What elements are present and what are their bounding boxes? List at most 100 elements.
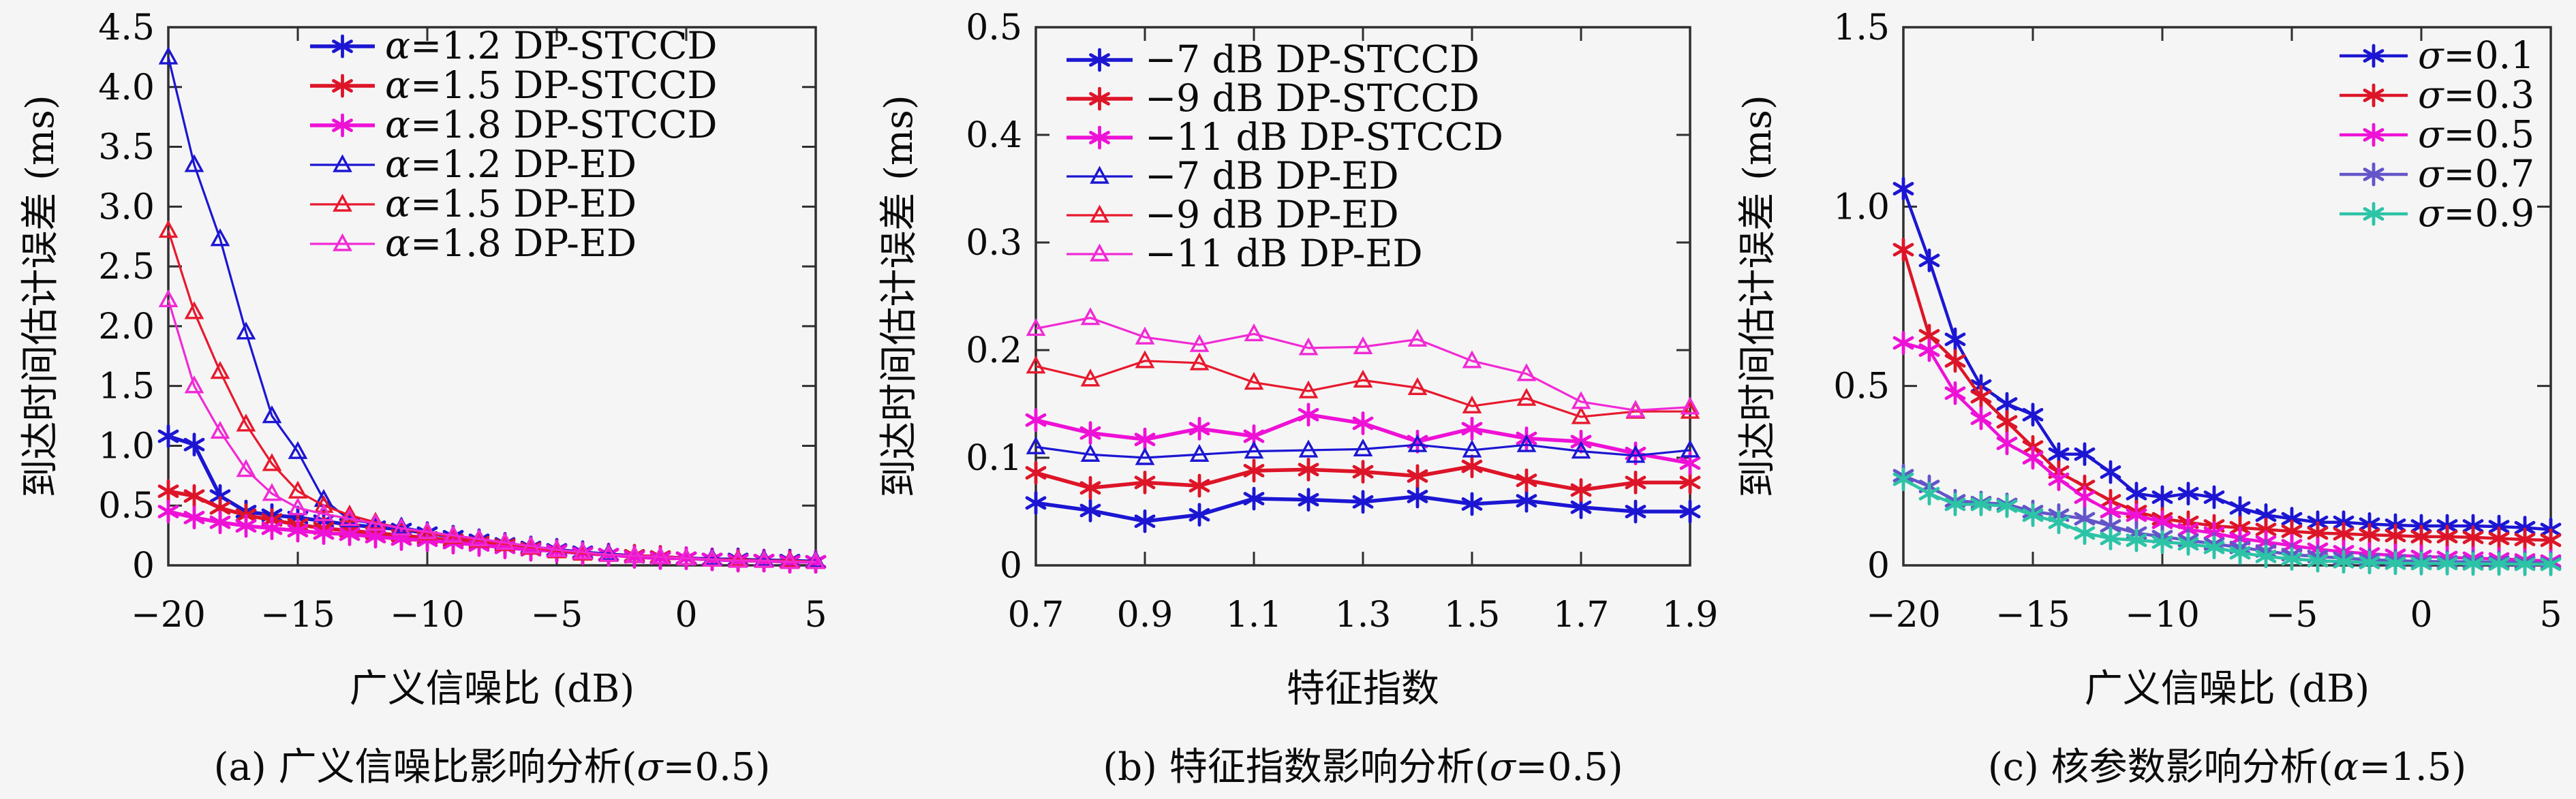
asterisk-marker (2151, 485, 2173, 510)
asterisk-marker (2022, 503, 2044, 527)
asterisk-marker (1944, 349, 1966, 373)
series-−7 dB DP-STCCD (1025, 484, 1701, 533)
asterisk-marker (1089, 48, 1110, 72)
triangle-marker (1571, 406, 1591, 424)
asterisk-marker (1970, 406, 1992, 430)
triangle-marker (158, 219, 179, 238)
legend-label: σ=0.9 (2418, 191, 2534, 235)
x-tick-label: −10 (390, 595, 465, 636)
series-−7 dB DP-ED (1026, 434, 1700, 465)
asterisk-marker (1918, 248, 1940, 272)
legend-label: α=1.5 DP-ED (385, 182, 637, 225)
triangle-marker (650, 546, 671, 565)
x-tick-label: −20 (131, 595, 206, 636)
asterisk-marker (2203, 485, 2225, 510)
triangle-marker (391, 518, 412, 536)
asterisk-marker (1298, 488, 1319, 512)
triangle-marker (1353, 369, 1373, 388)
series-line (1035, 443, 1691, 459)
asterisk-marker (1189, 416, 1210, 441)
asterisk-marker (1025, 490, 1047, 515)
y-tick-label: 0.5 (1833, 366, 1890, 407)
asterisk-marker (157, 424, 179, 448)
tick-labels: 0.7 0.9 1.1 1.3 1.5 1.7 1.9 0 0.1 0.2 0.3 0.4 0.5 (966, 7, 1718, 636)
asterisk-marker (2022, 403, 2044, 427)
triangle-marker (1625, 445, 1646, 463)
legend-label: α=1.8 DP-ED (385, 221, 637, 265)
asterisk-marker (1944, 492, 1966, 516)
asterisk-marker (1461, 416, 1483, 441)
y-tick-label: 0.5 (98, 486, 155, 527)
y-tick-label: 0.5 (966, 7, 1022, 48)
axis-ticks (1034, 26, 1691, 567)
triangle-marker (1135, 350, 1155, 369)
y-tick-label: 1.5 (1833, 7, 1890, 48)
triangle-marker (1090, 204, 1109, 223)
y-tick-label: 0.1 (966, 438, 1022, 479)
x-tick-label: 1.1 (1226, 595, 1283, 636)
legend-label: σ=0.7 (2418, 152, 2534, 195)
triangle-marker (210, 228, 230, 247)
asterisk-marker (1996, 431, 2018, 456)
triangle-marker (236, 459, 256, 477)
asterisk-marker (1298, 403, 1319, 427)
tick-labels: −20 −15 −10 −5 0 5 0 0.5 1.0 1.5 2.0 2.5 3.0 3.5 4.0 4.… (98, 7, 827, 636)
y-tick-label: 0.4 (966, 115, 1022, 156)
asterisk-marker (2385, 523, 2406, 548)
triangle-marker (1135, 326, 1155, 345)
x-tick-label: 1.3 (1335, 595, 1392, 636)
x-tick-label: 1.9 (1662, 595, 1717, 636)
triangle-marker (1407, 328, 1428, 347)
x-axis-label: 特征指数 (1287, 667, 1439, 711)
asterisk-marker (2385, 551, 2406, 576)
chart-panel-a: −20 −15 −10 −5 0 5 0 0.5 1.0 1.5 2.0 2.5 3.0 3.5 4.0 4.… (0, 0, 859, 796)
asterisk-marker (1352, 411, 1374, 435)
triangle-marker (333, 233, 352, 251)
legend-label: −9 dB DP-ED (1145, 193, 1399, 236)
triangle-marker (313, 495, 334, 513)
y-tick-label: 4.0 (98, 67, 155, 108)
asterisk-marker (2540, 528, 2562, 552)
asterisk-marker (2203, 535, 2225, 560)
triangle-marker (728, 550, 748, 568)
x-tick-label: −20 (1866, 595, 1941, 636)
asterisk-marker (2126, 528, 2147, 552)
asterisk-marker (2048, 510, 2070, 535)
y-tick-label: 1.0 (1833, 187, 1890, 228)
triangle-marker (443, 524, 463, 543)
panel-caption: (b) 特征指数影响分析(σ=0.5) (1103, 745, 1623, 789)
legend-label: −11 dB DP-ED (1145, 232, 1423, 275)
triangle-marker (417, 521, 438, 539)
triangle-marker (1680, 396, 1700, 415)
y-tick-label: 1.0 (98, 426, 155, 467)
series-−9 dB DP-STCCD (1025, 454, 1701, 502)
triangle-marker (210, 361, 230, 379)
x-tick-label: 5 (2539, 595, 2562, 636)
asterisk-marker (2074, 485, 2096, 510)
legend: σ=0.1σ=0.3σ=0.5σ=0.7σ=0.9 (2340, 33, 2534, 235)
asterisk-marker (2022, 445, 2044, 470)
asterisk-marker (1461, 454, 1483, 479)
y-tick-label: 0 (1000, 546, 1022, 586)
legend-label: −7 dB DP-STCCD (1145, 37, 1479, 81)
plot-border (167, 26, 817, 567)
x-tick-label: 0 (675, 595, 697, 636)
tick-labels: −20 −15 −10 −5 0 5 0 0.5 1.0 1.5 (1833, 7, 2562, 636)
asterisk-marker (1625, 470, 1646, 495)
asterisk-marker (2363, 162, 2385, 187)
triangle-marker (1462, 395, 1482, 413)
asterisk-marker (1996, 494, 2018, 518)
triangle-marker (1407, 377, 1428, 395)
asterisk-marker (1089, 87, 1110, 111)
chart-panel-c: −20 −15 −10 −5 0 5 0 0.5 1.0 1.5 广义信噪比 (dB) 到达时间估计误… (1717, 0, 2576, 796)
asterisk-marker (1407, 464, 1428, 488)
asterisk-marker (2363, 123, 2385, 147)
asterisk-marker (2333, 550, 2355, 574)
triangle-marker (1680, 439, 1700, 458)
series-line (1035, 360, 1690, 418)
series-σ=0.9 (1892, 467, 2562, 576)
asterisk-marker (1243, 458, 1265, 483)
triangle-marker (1353, 438, 1373, 457)
legend-label: −7 dB DP-ED (1145, 154, 1399, 198)
chart-b-svg: 0.7 0.9 1.1 1.3 1.5 1.7 1.9 0 0.1 0.2 0.3 0.4 0.5 特征指… (877, 7, 1718, 789)
